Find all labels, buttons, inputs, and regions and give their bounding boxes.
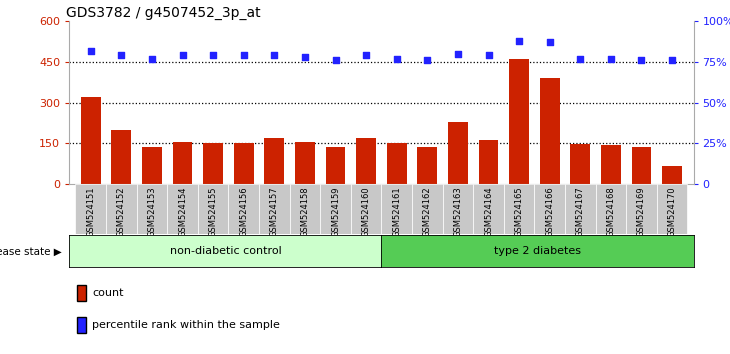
Bar — [412, 184, 442, 234]
Text: GSM524162: GSM524162 — [423, 187, 432, 237]
Text: GSM524160: GSM524160 — [361, 187, 371, 237]
Text: GSM524168: GSM524168 — [607, 187, 615, 237]
Bar — [534, 184, 565, 234]
Bar — [570, 144, 591, 184]
Bar — [290, 184, 320, 234]
Text: GSM524159: GSM524159 — [331, 187, 340, 237]
Point — [269, 53, 280, 58]
Bar — [234, 143, 254, 184]
Bar — [326, 147, 345, 184]
Text: GSM524156: GSM524156 — [239, 187, 248, 237]
Point — [391, 56, 402, 62]
Text: GSM524161: GSM524161 — [392, 187, 402, 237]
Bar — [198, 184, 228, 234]
Bar — [596, 184, 626, 234]
Bar — [601, 145, 620, 184]
Text: GSM524167: GSM524167 — [576, 187, 585, 237]
Point — [421, 57, 433, 63]
Point — [483, 53, 494, 58]
Text: GSM524152: GSM524152 — [117, 187, 126, 237]
Bar — [106, 184, 137, 234]
Text: GSM524166: GSM524166 — [545, 187, 554, 237]
Bar — [75, 184, 106, 234]
Bar — [228, 184, 259, 234]
Point — [146, 56, 158, 62]
Point — [330, 57, 342, 63]
Bar — [631, 147, 651, 184]
Bar — [442, 184, 473, 234]
Bar — [295, 142, 315, 184]
Bar — [473, 184, 504, 234]
Point — [177, 53, 188, 58]
Bar — [264, 138, 284, 184]
Bar — [137, 184, 167, 234]
Bar — [565, 184, 596, 234]
Text: percentile rank within the sample: percentile rank within the sample — [92, 320, 280, 330]
Text: GSM524169: GSM524169 — [637, 187, 646, 237]
Text: GSM524165: GSM524165 — [515, 187, 523, 237]
Point — [605, 56, 617, 62]
Text: GSM524154: GSM524154 — [178, 187, 187, 237]
Text: GSM524151: GSM524151 — [86, 187, 96, 237]
Bar — [381, 184, 412, 234]
Text: disease state ▶: disease state ▶ — [0, 246, 62, 256]
Point — [115, 53, 127, 58]
Bar — [387, 143, 407, 184]
Bar — [81, 97, 101, 184]
Bar — [167, 184, 198, 234]
Bar — [320, 184, 351, 234]
Point — [238, 53, 250, 58]
Text: GSM524164: GSM524164 — [484, 187, 493, 237]
Text: GSM524170: GSM524170 — [667, 187, 677, 237]
Bar — [662, 166, 682, 184]
Text: non-diabetic control: non-diabetic control — [169, 246, 281, 256]
Bar — [112, 130, 131, 184]
Point — [575, 56, 586, 62]
Text: GDS3782 / g4507452_3p_at: GDS3782 / g4507452_3p_at — [66, 6, 261, 20]
Point — [636, 57, 648, 63]
Bar — [657, 184, 688, 234]
Text: GSM524158: GSM524158 — [301, 187, 310, 237]
Point — [452, 51, 464, 57]
Bar — [448, 122, 468, 184]
Bar — [356, 138, 376, 184]
Point — [207, 53, 219, 58]
Bar — [203, 143, 223, 184]
Text: GSM524153: GSM524153 — [147, 187, 156, 237]
Bar — [539, 78, 560, 184]
Bar — [509, 59, 529, 184]
Point — [85, 48, 96, 53]
Text: GSM524157: GSM524157 — [270, 187, 279, 237]
Bar — [626, 184, 657, 234]
Bar — [504, 184, 534, 234]
Point — [544, 40, 556, 45]
Point — [513, 38, 525, 44]
Text: GSM524163: GSM524163 — [453, 187, 462, 237]
Bar — [259, 184, 290, 234]
Text: type 2 diabetes: type 2 diabetes — [494, 246, 581, 256]
Point — [299, 54, 311, 60]
Point — [666, 57, 678, 63]
Text: count: count — [92, 288, 123, 298]
Point — [361, 53, 372, 58]
Text: GSM524155: GSM524155 — [209, 187, 218, 237]
Bar — [479, 140, 499, 184]
Bar — [142, 147, 162, 184]
Bar — [172, 142, 193, 184]
Bar — [418, 147, 437, 184]
Bar — [351, 184, 381, 234]
